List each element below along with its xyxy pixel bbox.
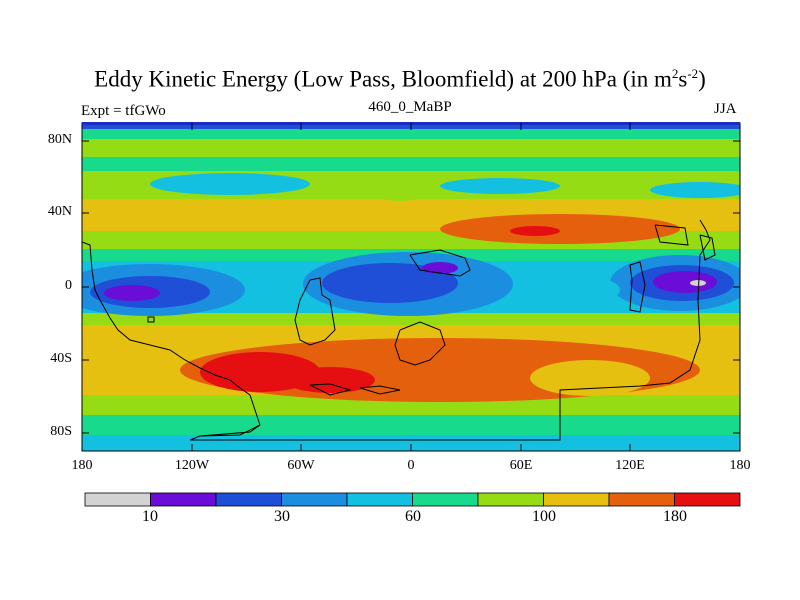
case-label: 460_0_MaBP <box>368 99 452 115</box>
lat-tick-label: 0 <box>65 278 72 293</box>
colorbar <box>84 492 741 507</box>
lon-tick-label: 60E <box>509 458 533 473</box>
chart-title: Eddy Kinetic Energy (Low Pass, Bloomfiel… <box>94 66 706 92</box>
axis-ticks <box>82 123 740 451</box>
colorbar-swatch <box>215 492 282 507</box>
lat-tick-label: 40S <box>50 351 72 366</box>
colorbar-label: 60 <box>405 508 421 525</box>
lon-tick-label: 120E <box>615 458 645 473</box>
eke-field <box>82 123 740 451</box>
lon-tick-label: 180 <box>71 458 93 473</box>
colorbar-label: 180 <box>663 508 687 525</box>
lat-tick-label: 80N <box>47 132 72 147</box>
lon-tick-label: 120W <box>174 458 210 473</box>
colorbar-swatch <box>543 492 610 507</box>
colorbar-swatch <box>477 492 544 507</box>
colorbar-label: 30 <box>274 508 290 525</box>
coastlines <box>82 219 716 441</box>
colorbar-swatch <box>150 492 217 507</box>
lon-tick-label: 60W <box>287 458 315 473</box>
colorbar-swatch <box>346 492 413 507</box>
experiment-label: Expt = tfGWo <box>81 103 166 119</box>
colorbar-swatch <box>84 492 151 507</box>
lon-tick-label: 0 <box>407 458 415 473</box>
colorbar-swatch <box>608 492 675 507</box>
season-label: JJA <box>714 101 737 117</box>
lat-tick-label: 80S <box>50 424 72 439</box>
colorbar-swatch <box>674 492 741 507</box>
colorbar-label: 10 <box>142 508 158 525</box>
lat-tick-label: 40N <box>47 204 72 219</box>
colorbar-swatch <box>281 492 348 507</box>
colorbar-label: 100 <box>532 508 556 525</box>
colorbar-swatch <box>412 492 479 507</box>
lon-tick-label: 180 <box>729 458 751 473</box>
